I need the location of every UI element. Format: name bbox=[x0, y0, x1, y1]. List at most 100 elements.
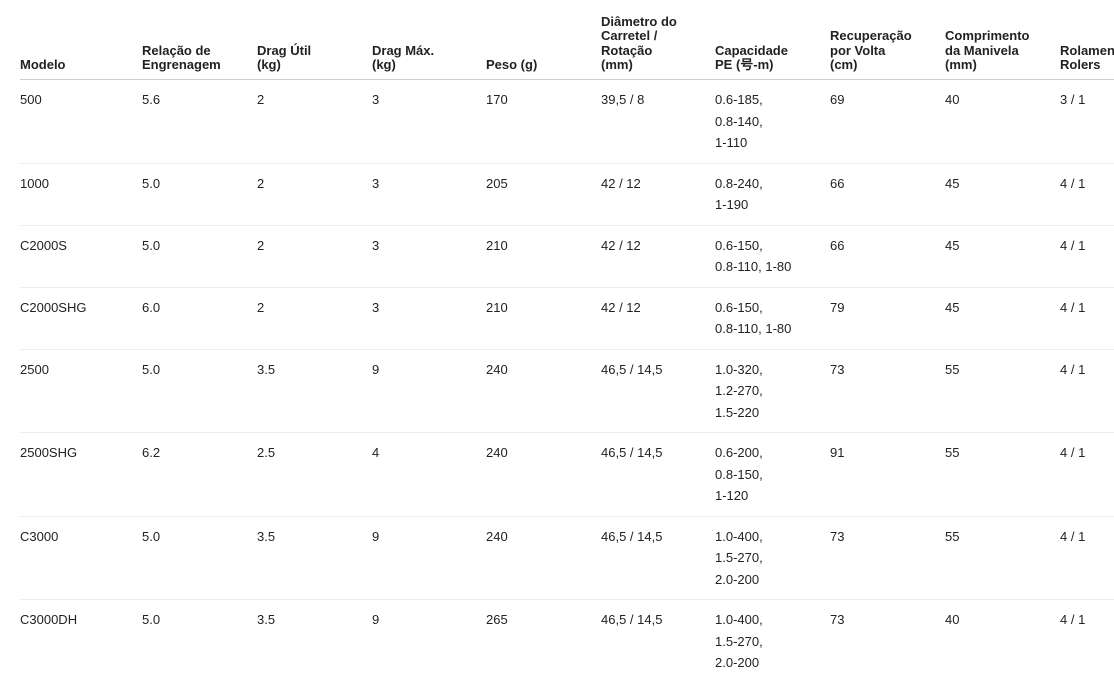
header-text: (mm) bbox=[601, 57, 633, 73]
table-row: C2000S 5.0 2 3 210 42 / 12 0.6-150, 0.8-110, 1-… bbox=[20, 225, 1114, 288]
table-cell: 39,5 / 8 bbox=[601, 79, 715, 164]
header-text: (kg) bbox=[372, 57, 396, 73]
cell-text: 0.6-200, bbox=[715, 445, 763, 460]
cell-text: 0.6-185, bbox=[715, 92, 763, 107]
cell-text: 5.6 bbox=[142, 92, 161, 107]
cell-text: 55 bbox=[945, 445, 960, 460]
cell-text: 5.0 bbox=[142, 175, 161, 191]
cell-text: 170 bbox=[486, 92, 508, 107]
table-cell: 5.0 bbox=[142, 599, 257, 683]
spec-table: Modelo Relação de Engrenagem Drag Útil (kg) D… bbox=[20, 0, 1114, 683]
cell-text: 1.0-400, bbox=[715, 528, 763, 544]
table-cell: 2 bbox=[257, 79, 372, 164]
cell-text: 2 bbox=[257, 175, 265, 191]
cell-text: 66 bbox=[830, 175, 845, 191]
table-cell: 5.6 bbox=[142, 79, 257, 164]
table-cell: 0.8-240, 1-190 bbox=[715, 163, 830, 226]
table-cell: 45 bbox=[945, 287, 1060, 350]
header-text: Relação de bbox=[142, 42, 211, 58]
cell-text: 5.0 bbox=[142, 528, 161, 544]
cell-text: 240 bbox=[486, 528, 508, 544]
header-text: Recuperação bbox=[830, 28, 912, 44]
cell-text: 9 bbox=[372, 361, 380, 377]
header-text: PE (号-m) bbox=[715, 57, 774, 73]
table-cell: 66 bbox=[830, 163, 945, 226]
table-cell: 5.0 bbox=[142, 163, 257, 226]
cell-text: 46,5 / 14,5 bbox=[601, 528, 663, 544]
cell-text: 42 / 12 bbox=[601, 299, 641, 315]
cell-text: 205 bbox=[486, 175, 508, 191]
table-cell: 69 bbox=[830, 79, 945, 164]
table-cell: 3.5 bbox=[257, 349, 372, 433]
table-cell: 2 bbox=[257, 225, 372, 288]
cell-text: 0.8-110, 1-80 bbox=[715, 259, 792, 274]
cell-text: 3.5 bbox=[257, 612, 276, 627]
table-cell: 6.0 bbox=[142, 287, 257, 350]
table-cell: 46,5 / 14,5 bbox=[601, 432, 715, 517]
cell-text: 2 bbox=[257, 92, 265, 107]
header-cell: Recuperação por Volta (cm) bbox=[830, 0, 945, 80]
table-cell: 265 bbox=[486, 599, 601, 683]
table-header: Modelo Relação de Engrenagem Drag Útil (kg) D… bbox=[20, 0, 1114, 80]
cell-text: 4 / 1 bbox=[1060, 361, 1086, 377]
header-text: Diâmetro do bbox=[601, 13, 677, 29]
table-cell: 6.2 bbox=[142, 432, 257, 517]
table-cell: 4 / 1 bbox=[1060, 349, 1114, 433]
header-text: (mm) bbox=[945, 57, 977, 73]
cell-text: 2.5 bbox=[257, 445, 276, 460]
header-text: Rolers bbox=[1060, 57, 1101, 73]
table-cell: 0.6-150, 0.8-110, 1-80 bbox=[715, 225, 830, 288]
table-cell: 73 bbox=[830, 349, 945, 433]
table-cell: 2 bbox=[257, 163, 372, 226]
cell-text: 2.0-200 bbox=[715, 571, 760, 587]
table-cell: 0.6-200, 0.8-150, 1-120 bbox=[715, 432, 830, 517]
cell-text: 9 bbox=[372, 528, 380, 544]
cell-text: 46,5 / 14,5 bbox=[601, 612, 663, 627]
table-cell: 240 bbox=[486, 349, 601, 433]
cell-text: 3 bbox=[372, 299, 380, 315]
cell-text: C3000 bbox=[20, 528, 59, 544]
cell-text: 91 bbox=[830, 445, 845, 460]
cell-text: 4 bbox=[372, 445, 380, 460]
cell-text: 5.0 bbox=[142, 237, 161, 253]
cell-text: 1-110 bbox=[715, 135, 748, 150]
cell-text: 45 bbox=[945, 175, 960, 191]
table-cell: 2500 bbox=[20, 349, 142, 433]
header-text: Engrenagem bbox=[142, 57, 221, 73]
cell-text: 66 bbox=[830, 237, 845, 253]
cell-text: 3 / 1 bbox=[1060, 92, 1086, 107]
cell-text: 3 bbox=[372, 237, 380, 253]
cell-text: 46,5 / 14,5 bbox=[601, 361, 663, 377]
table-cell: 55 bbox=[945, 516, 1060, 600]
cell-text: 4 / 1 bbox=[1060, 175, 1086, 191]
cell-text: 45 bbox=[945, 299, 960, 315]
table-cell: 46,5 / 14,5 bbox=[601, 599, 715, 683]
table-cell: 55 bbox=[945, 432, 1060, 517]
cell-text: 1.2-270, bbox=[715, 383, 763, 398]
table-cell: 0.6-185, 0.8-140, 1-110 bbox=[715, 79, 830, 164]
header-text: (cm) bbox=[830, 57, 858, 73]
header-text: Drag Máx. bbox=[372, 42, 435, 58]
table-cell: 1.0-320, 1.2-270, 1.5-220 bbox=[715, 349, 830, 433]
header-cell: Modelo bbox=[20, 0, 142, 80]
table-cell: 500 bbox=[20, 79, 142, 164]
table-cell: 4 / 1 bbox=[1060, 516, 1114, 600]
table-row: 2500 5.0 3.5 9 240 46,5 / 14,5 1.0-320, 1.2-270… bbox=[20, 349, 1114, 433]
table-cell: 46,5 / 14,5 bbox=[601, 349, 715, 433]
table-cell: 5.0 bbox=[142, 225, 257, 288]
header-cell: RolamentosRolers bbox=[1060, 0, 1114, 80]
cell-text: 55 bbox=[945, 528, 960, 544]
table-cell: 2 bbox=[257, 287, 372, 350]
cell-text: 2500 bbox=[20, 361, 49, 377]
table-cell: 42 / 12 bbox=[601, 287, 715, 350]
cell-text: 0.8-240, bbox=[715, 175, 763, 191]
table-cell: 73 bbox=[830, 599, 945, 683]
table-cell: 2.5 bbox=[257, 432, 372, 517]
table-cell: C3000 bbox=[20, 516, 142, 600]
cell-text: 0.8-110, 1-80 bbox=[715, 321, 792, 336]
table-cell: 55 bbox=[945, 349, 1060, 433]
header-text: Carretel / bbox=[601, 28, 658, 44]
header-text: Rotação bbox=[601, 42, 653, 58]
table-cell: 73 bbox=[830, 516, 945, 600]
table-cell: 9 bbox=[372, 349, 486, 433]
